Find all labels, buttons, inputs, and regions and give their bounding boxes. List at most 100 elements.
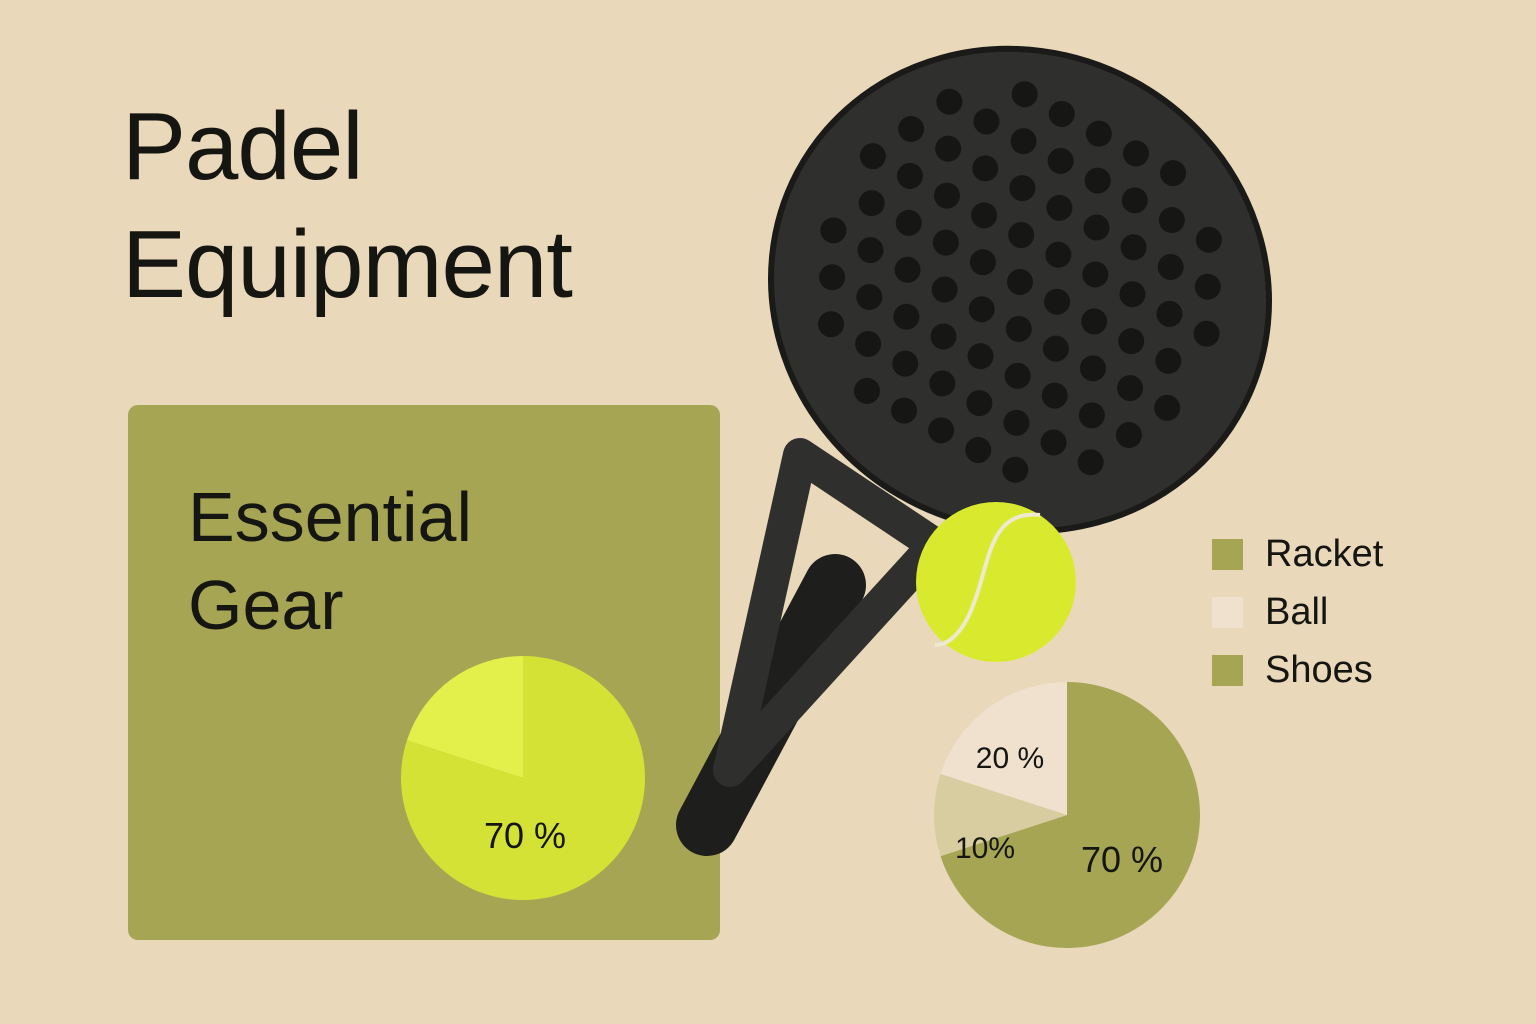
legend-label: Shoes	[1265, 648, 1373, 691]
racket-hole	[1010, 128, 1037, 155]
racket-hole	[819, 264, 846, 291]
racket-hole	[1083, 214, 1110, 241]
racket-hole	[1048, 100, 1075, 127]
racket-hole	[967, 343, 994, 370]
racket-holes	[818, 81, 1222, 483]
racket-hole	[936, 88, 963, 115]
racket-hole	[855, 330, 882, 357]
racket-hole	[892, 350, 919, 377]
racket-hole	[1007, 269, 1033, 295]
pie-slice	[940, 682, 1200, 949]
racket-hole	[1081, 308, 1108, 335]
racket-hole	[1115, 422, 1142, 449]
racket-hole	[896, 162, 923, 189]
racket-hole	[1193, 320, 1220, 347]
racket-hole	[1011, 81, 1038, 108]
panel-title-line-1: Essential	[188, 478, 473, 556]
racket-hole	[932, 229, 959, 256]
racket-hole	[971, 202, 998, 229]
racket-hole	[1046, 194, 1073, 221]
racket-hole	[1121, 187, 1148, 214]
legend-label: Racket	[1265, 532, 1384, 575]
racket-hole	[1195, 226, 1222, 253]
racket-hole	[929, 370, 956, 397]
pie-slice	[940, 682, 1067, 815]
racket-hole	[934, 182, 961, 209]
legend-item-shoes: Shoes	[1212, 641, 1383, 699]
racket-hole	[1040, 429, 1067, 456]
racket-hole	[928, 417, 955, 444]
racket-hole	[1003, 409, 1030, 436]
racket-hole	[1044, 288, 1071, 315]
pie-slice	[400, 656, 645, 900]
racket-hole	[820, 217, 847, 244]
racket-hole	[1042, 335, 1069, 362]
legend-item-racket: Racket	[1212, 525, 1383, 583]
racket-hole	[1047, 147, 1074, 174]
racket-hole	[1158, 207, 1185, 234]
racket-hole	[1156, 300, 1183, 327]
racket-throat	[713, 438, 952, 787]
racket-hole	[1160, 160, 1187, 187]
racket-hole	[1119, 281, 1146, 308]
racket-hole	[895, 209, 922, 236]
pie-data-label: 70 %	[484, 815, 566, 856]
essential-gear-panel: Essential Gear	[128, 405, 720, 940]
racket-hole	[1154, 394, 1181, 421]
racket-hole	[1009, 175, 1036, 202]
pie-data-label: 70 %	[1081, 839, 1163, 880]
racket-hole	[969, 249, 996, 276]
racket-hole	[1155, 347, 1182, 374]
racket-hole	[1077, 449, 1104, 476]
pie-slice	[934, 773, 1067, 857]
racket-hole	[1004, 362, 1031, 389]
title-line-1: Padel	[122, 93, 364, 200]
racket-hole	[1122, 140, 1149, 167]
racket-hole	[858, 190, 885, 217]
racket-hole	[1118, 328, 1145, 355]
racket-hole	[1084, 167, 1111, 194]
racket-hole	[935, 135, 962, 162]
racket-hole	[966, 390, 993, 417]
equipment-share-pie-chart: 70 % 10% 20 %	[934, 682, 1200, 949]
racket-hole	[1120, 234, 1147, 261]
legend-swatch	[1212, 538, 1243, 570]
panel-title-line-2: Gear	[188, 566, 344, 644]
pie-slice	[406, 656, 523, 778]
racket-hole	[1041, 382, 1068, 409]
racket-hole	[973, 108, 1000, 135]
racket-hole	[1045, 241, 1072, 268]
racket-hole	[931, 276, 958, 303]
racket-hole	[1194, 273, 1221, 300]
racket-hole	[893, 303, 920, 330]
legend: Racket Ball Shoes	[1212, 525, 1383, 699]
racket-hole	[930, 323, 957, 350]
racket-hole	[1117, 375, 1144, 402]
page-title: Padel Equipment	[122, 88, 573, 324]
racket-hole	[1005, 315, 1032, 342]
padel-ball	[916, 502, 1076, 662]
racket-hole	[1008, 222, 1035, 249]
legend-swatch	[1212, 596, 1243, 628]
pie-data-label: 10%	[955, 832, 1015, 865]
racket-hole	[891, 397, 918, 424]
racket-hole	[968, 296, 995, 323]
racket-hole	[818, 311, 845, 338]
racket-hole	[853, 377, 880, 404]
pie-data-label: 20 %	[976, 742, 1044, 775]
racket-hole	[1079, 355, 1106, 382]
legend-swatch	[1212, 654, 1243, 686]
racket-hole	[857, 237, 884, 264]
legend-label: Ball	[1265, 590, 1329, 633]
padel-racket-illustration	[676, 45, 1272, 856]
racket-hole	[1002, 456, 1029, 483]
racket-hole	[1157, 253, 1184, 280]
racket-hole	[972, 155, 999, 182]
racket-hole	[856, 284, 883, 311]
panel-title: Essential Gear	[188, 473, 472, 649]
racket-hole	[894, 256, 921, 283]
title-line-2: Equipment	[122, 211, 573, 318]
gear-pie-chart: 70 %	[400, 656, 645, 900]
legend-item-ball: Ball	[1212, 583, 1383, 641]
